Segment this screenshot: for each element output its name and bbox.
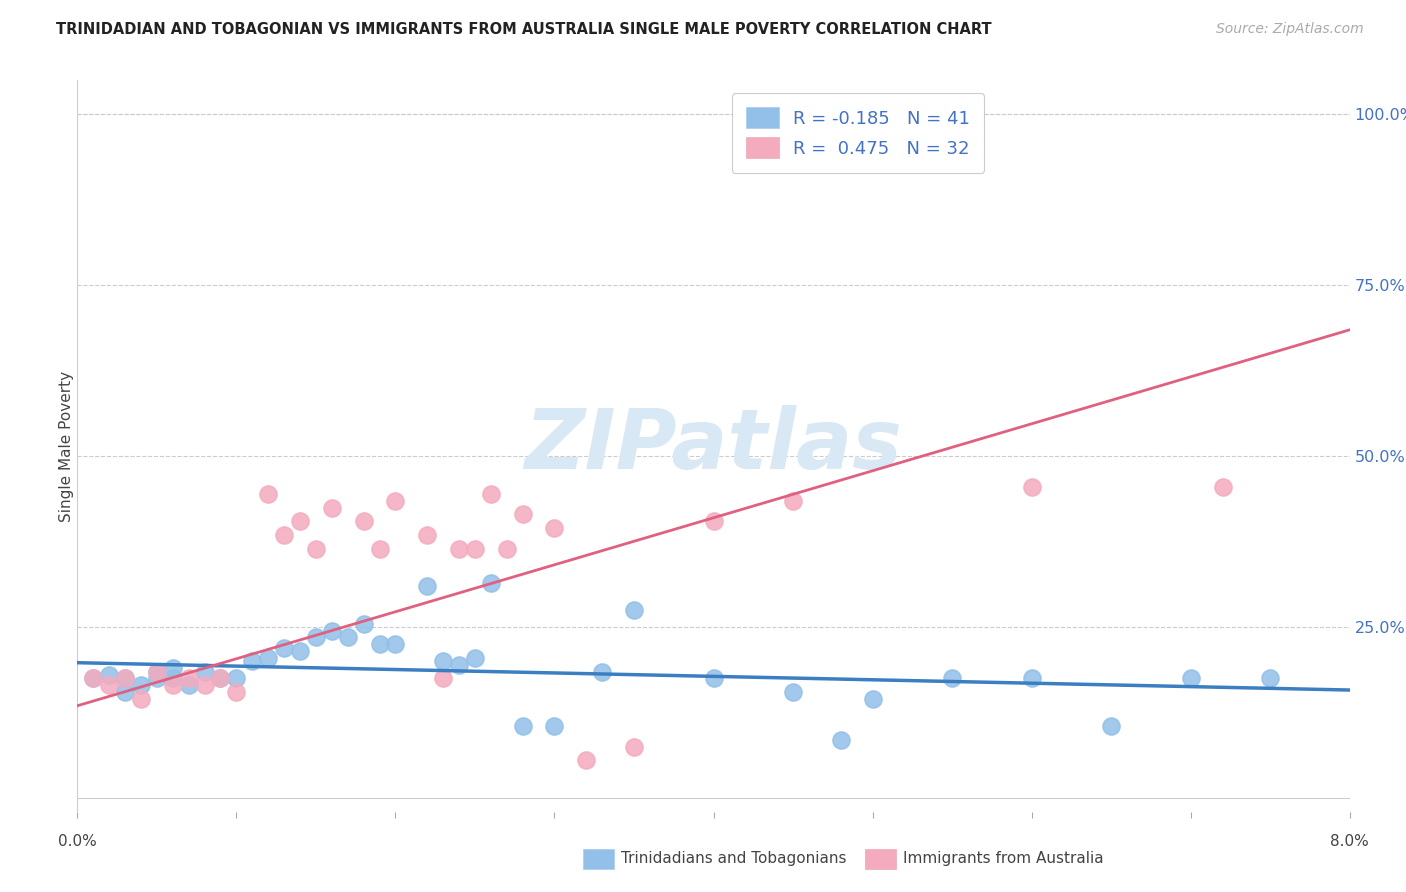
- Point: [146, 665, 169, 679]
- Point: [591, 665, 613, 679]
- Point: [512, 719, 534, 733]
- Point: [830, 733, 852, 747]
- Point: [432, 654, 454, 668]
- Point: [273, 640, 295, 655]
- Point: [416, 528, 439, 542]
- Point: [495, 541, 517, 556]
- Point: [543, 521, 565, 535]
- Point: [432, 672, 454, 686]
- Point: [862, 692, 884, 706]
- Point: [114, 672, 136, 686]
- Point: [82, 672, 104, 686]
- Point: [146, 665, 169, 679]
- Point: [368, 637, 391, 651]
- Point: [782, 685, 804, 699]
- Text: TRINIDADIAN AND TOBAGONIAN VS IMMIGRANTS FROM AUSTRALIA SINGLE MALE POVERTY CORR: TRINIDADIAN AND TOBAGONIAN VS IMMIGRANTS…: [56, 22, 991, 37]
- Text: ZIPatlas: ZIPatlas: [524, 406, 903, 486]
- Point: [240, 654, 263, 668]
- Point: [114, 672, 136, 686]
- Point: [257, 487, 280, 501]
- Point: [305, 541, 328, 556]
- Point: [464, 651, 486, 665]
- Point: [146, 672, 169, 686]
- Point: [98, 678, 121, 692]
- Text: Immigrants from Australia: Immigrants from Australia: [903, 851, 1104, 865]
- Text: Source: ZipAtlas.com: Source: ZipAtlas.com: [1216, 22, 1364, 37]
- Point: [321, 624, 343, 638]
- Point: [209, 672, 232, 686]
- Point: [305, 631, 328, 645]
- Point: [336, 631, 359, 645]
- Point: [479, 575, 502, 590]
- Point: [575, 754, 598, 768]
- Point: [225, 685, 247, 699]
- Point: [82, 672, 104, 686]
- Point: [194, 665, 217, 679]
- Point: [479, 487, 502, 501]
- Point: [1212, 480, 1234, 494]
- Point: [129, 692, 152, 706]
- Point: [1099, 719, 1122, 733]
- Point: [194, 678, 217, 692]
- Point: [703, 514, 725, 528]
- Point: [384, 493, 406, 508]
- Legend: R = -0.185   N = 41, R =  0.475   N = 32: R = -0.185 N = 41, R = 0.475 N = 32: [731, 93, 984, 172]
- Point: [177, 678, 200, 692]
- Point: [512, 508, 534, 522]
- Point: [288, 514, 311, 528]
- Y-axis label: Single Male Poverty: Single Male Poverty: [59, 370, 73, 522]
- Point: [162, 678, 184, 692]
- Point: [273, 528, 295, 542]
- Point: [416, 579, 439, 593]
- Point: [543, 719, 565, 733]
- Point: [1021, 672, 1043, 686]
- Point: [209, 672, 232, 686]
- Point: [941, 672, 963, 686]
- Point: [257, 651, 280, 665]
- Point: [464, 541, 486, 556]
- Point: [623, 603, 645, 617]
- Point: [129, 678, 152, 692]
- Point: [1258, 672, 1281, 686]
- Point: [353, 616, 375, 631]
- Point: [288, 644, 311, 658]
- Point: [703, 672, 725, 686]
- Point: [449, 657, 471, 672]
- Point: [114, 685, 136, 699]
- Text: Trinidadians and Tobagonians: Trinidadians and Tobagonians: [621, 851, 846, 865]
- Point: [162, 661, 184, 675]
- Point: [368, 541, 391, 556]
- Point: [1180, 672, 1202, 686]
- Point: [162, 672, 184, 686]
- Point: [623, 739, 645, 754]
- Point: [384, 637, 406, 651]
- Point: [321, 500, 343, 515]
- Point: [449, 541, 471, 556]
- Point: [353, 514, 375, 528]
- Point: [782, 493, 804, 508]
- Point: [98, 668, 121, 682]
- Point: [225, 672, 247, 686]
- Point: [1021, 480, 1043, 494]
- Text: 0.0%: 0.0%: [58, 834, 97, 849]
- Point: [177, 672, 200, 686]
- Text: 8.0%: 8.0%: [1330, 834, 1369, 849]
